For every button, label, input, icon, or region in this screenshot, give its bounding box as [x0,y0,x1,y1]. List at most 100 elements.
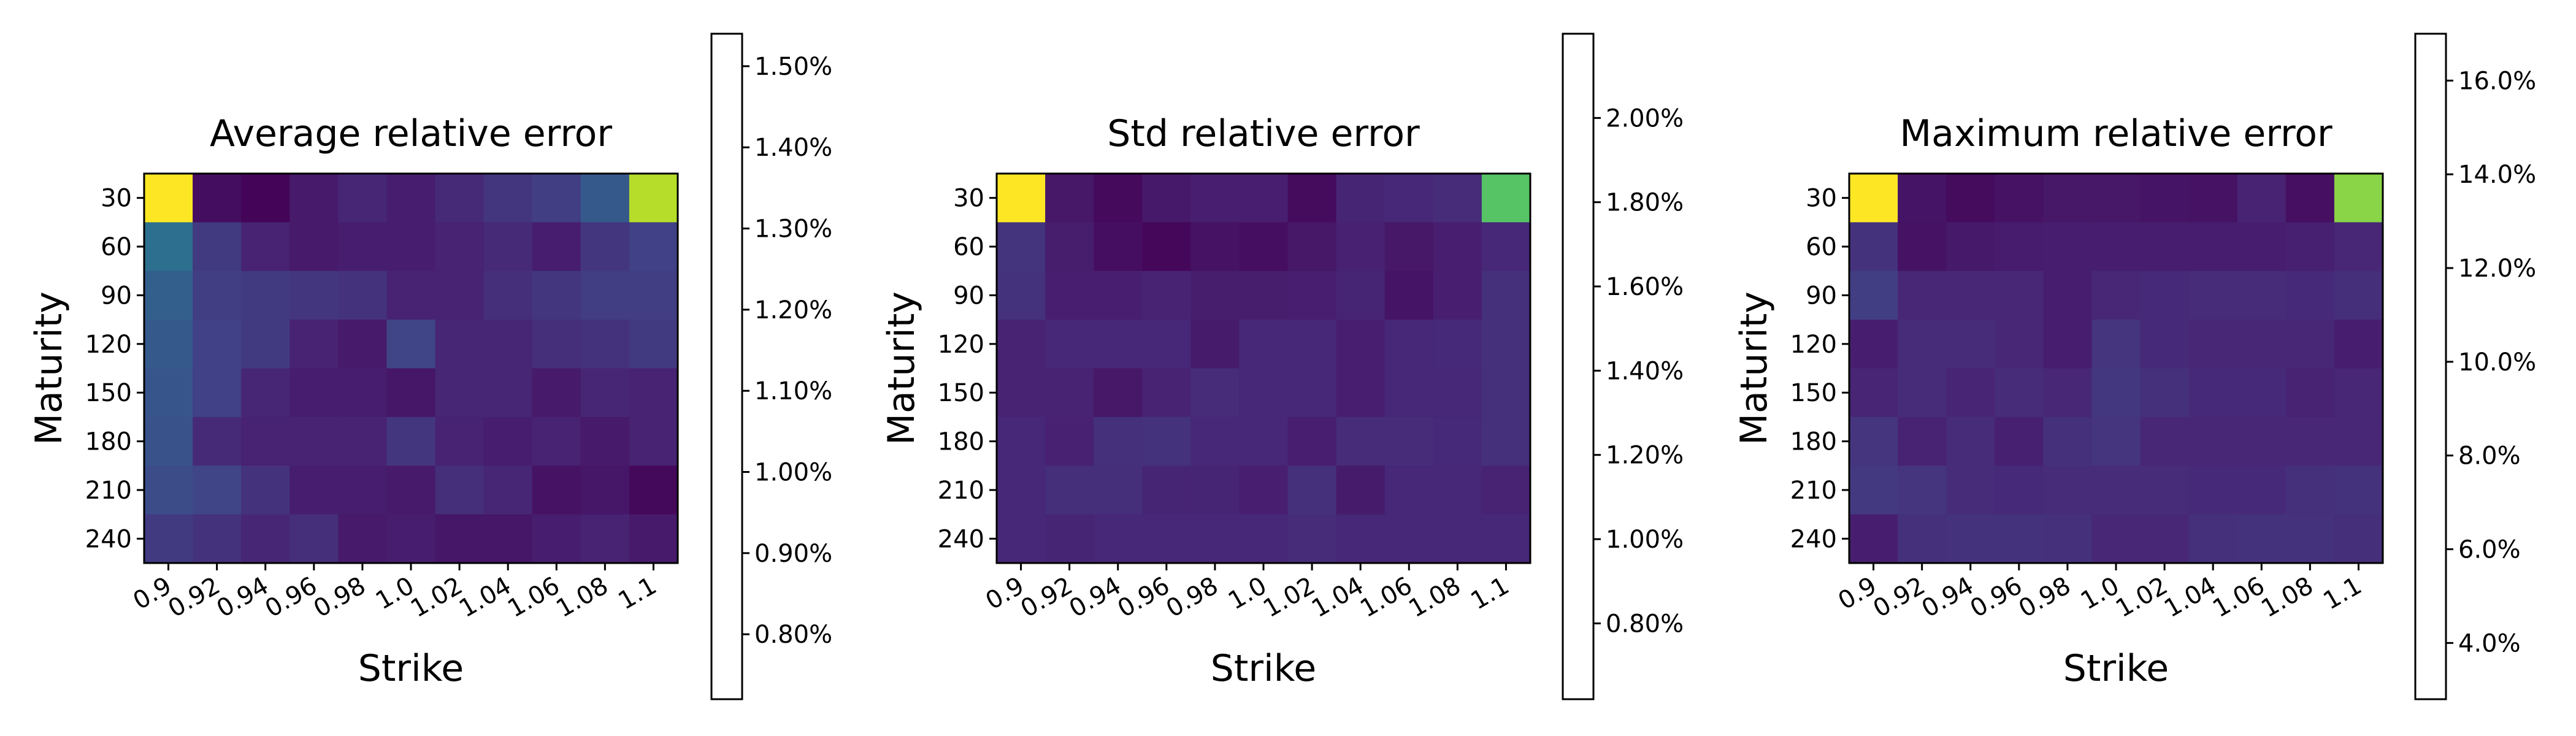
chart-title: Std relative error [1107,112,1420,155]
heatmap-cell [193,416,242,466]
heatmap-cell [2091,416,2141,466]
heatmap-cell [1481,222,1531,272]
heatmap-cell [241,320,290,369]
heatmap-cell [1481,466,1531,515]
heatmap-cell [2237,368,2287,418]
heatmap-cell [2043,466,2093,515]
heatmap-cell [2091,320,2141,369]
heatmap-cell [289,514,339,564]
heatmap-cell [435,416,485,466]
heatmap-cell [289,466,339,515]
heatmap-cell [144,514,193,564]
heatmap-cell [1433,368,1482,418]
heatmap-cell [1094,174,1143,223]
colorbar-tick-label: 1.30% [754,215,832,243]
heatmap-cell [338,466,388,515]
colorbar-tick-label: 1.10% [754,377,832,405]
x-tick-label: 0.98 [309,572,370,623]
y-tick-label: 210 [1790,477,1837,505]
x-tick-label: 0.98 [2014,572,2076,623]
heatmap-cell [2334,320,2383,369]
heatmap-cell [2140,320,2190,369]
heatmap-cell [1946,466,1995,515]
heatmap-cell [2237,466,2287,515]
heatmap-cell [1995,174,2044,223]
heatmap-cell [532,368,581,418]
heatmap-cell [997,416,1046,466]
heatmap-cell [1898,270,1947,320]
heatmap-cell [144,270,193,320]
heatmap-cell [1336,514,1386,564]
heatmap-cell [386,466,436,515]
heatmap-cell [338,270,388,320]
heatmap-cell [1898,222,1947,272]
y-tick-label: 180 [938,428,984,456]
heatmap-cell [1384,368,1434,418]
colorbar-tick-label: 2.00% [1606,104,1684,132]
y-tick-label: 60 [101,233,132,261]
heatmap-cell [483,320,533,369]
heatmap-cell [532,514,581,564]
heatmap-cell [241,368,290,418]
heatmap-cell [386,320,436,369]
colorbar-tick-label: 4.0% [2458,629,2521,657]
heatmap-cell [629,174,678,223]
heatmap-cell [1239,416,1289,466]
y-tick-label: 240 [1790,525,1837,553]
heatmap-panel-3: Maximum relative error 30 60 90 120 150 180 210… [1733,33,2536,700]
heatmap-cell [1239,368,1289,418]
heatmap-cell [580,466,630,515]
y-tick-label: 90 [953,282,984,310]
colorbar-tick-label: 0.80% [754,621,832,649]
colorbar-tick-label: 1.00% [1606,526,1684,554]
x-tick-label: 1.1 [2318,572,2366,616]
heatmap-cell [2237,270,2287,320]
heatmap-cell [435,270,485,320]
heatmap-cell [1481,174,1531,223]
heatmap-cell [532,222,581,272]
heatmap-cell [1190,416,1240,466]
heatmap-cell [193,466,242,515]
y-tick-label: 180 [85,428,132,456]
y-tick-label: 150 [938,379,984,407]
heatmap-cell [1094,466,1143,515]
heatmap-cell [1995,368,2044,418]
heatmap-cell [629,466,678,515]
x-tick-label: 1.1 [613,572,661,616]
heatmap-cell [2237,222,2287,272]
heatmap-cell [1287,174,1337,223]
heatmap-cell [338,514,388,564]
heatmap-cell [2334,466,2383,515]
heatmap-cell [144,368,193,418]
colorbar-tick-label: 6.0% [2458,535,2521,564]
heatmap-panel-2: Std relative error 30 60 90 120 150 180 210 240 0… [880,33,1684,700]
heatmap-cell [532,466,581,515]
heatmap-cell [1287,514,1337,564]
heatmap-cell [338,222,388,272]
heatmap-cell [1481,416,1531,466]
heatmap-cell [1384,320,1434,369]
heatmap-cell [1239,222,1289,272]
heatmap-cell [1287,368,1337,418]
heatmap-cell [2334,270,2383,320]
heatmap-cell [2188,270,2238,320]
heatmap-cell [144,222,193,272]
heatmap-cell [1433,270,1482,320]
y-tick-label: 30 [101,185,132,213]
colorbar-tick-label: 16.0% [2458,67,2536,95]
heatmap-cell [1190,222,1240,272]
heatmap-cell [144,174,193,223]
y-tick-label: 90 [1806,282,1837,310]
colorbar-tick-label: 1.80% [1606,189,1684,217]
heatmap-cell [997,514,1046,564]
heatmap-cell [2188,174,2238,223]
colorbar-frame [1562,33,1595,700]
colorbar-tick-label: 12.0% [2458,255,2536,283]
y-tick-label: 60 [953,233,984,261]
heatmap-cell [144,320,193,369]
heatmap-cell [435,466,485,515]
heatmap-cell [1898,514,1947,564]
heatmap-cell [2140,416,2190,466]
x-tick-label: 1.08 [1404,572,1465,623]
heatmap-cell [1045,514,1094,564]
